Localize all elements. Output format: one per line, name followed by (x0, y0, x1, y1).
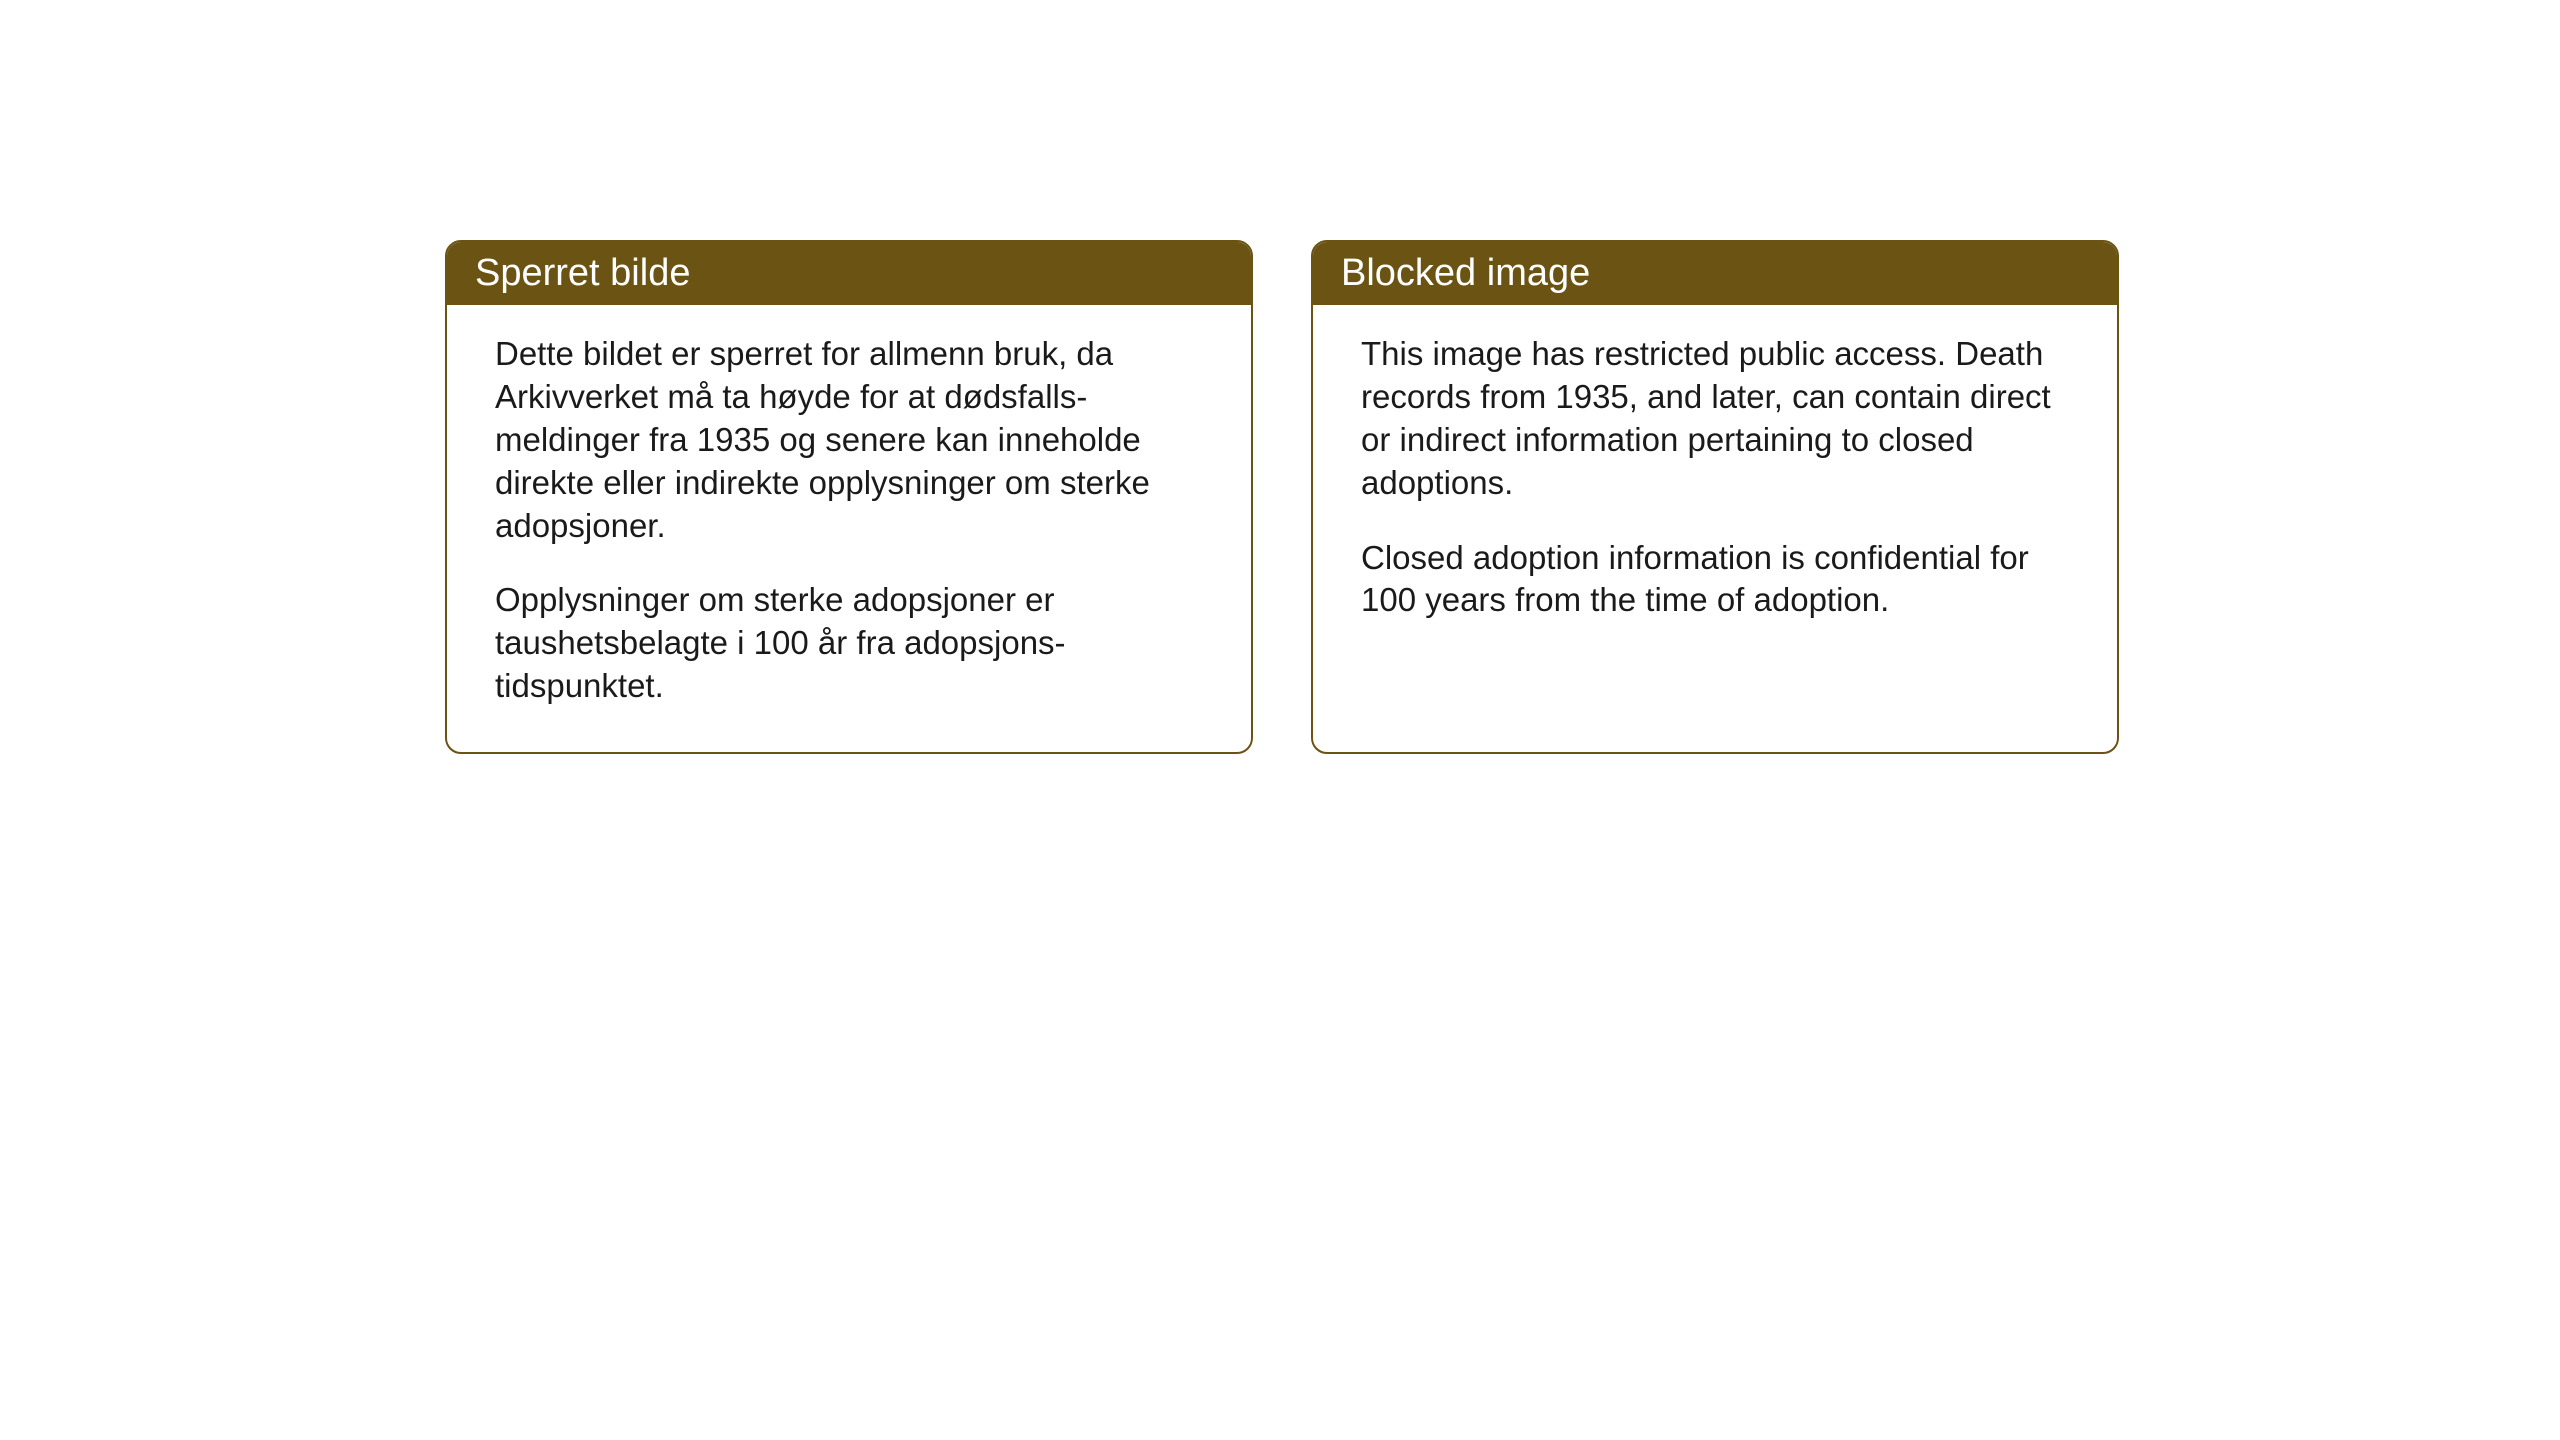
norwegian-card-header: Sperret bilde (447, 242, 1251, 305)
norwegian-paragraph-1: Dette bildet er sperret for allmenn bruk… (495, 333, 1203, 547)
english-paragraph-2: Closed adoption information is confident… (1361, 537, 2069, 623)
norwegian-card-body: Dette bildet er sperret for allmenn bruk… (447, 305, 1251, 752)
english-card-header: Blocked image (1313, 242, 2117, 305)
english-paragraph-1: This image has restricted public access.… (1361, 333, 2069, 505)
english-card-body: This image has restricted public access.… (1313, 305, 2117, 743)
norwegian-notice-card: Sperret bilde Dette bildet er sperret fo… (445, 240, 1253, 754)
english-notice-card: Blocked image This image has restricted … (1311, 240, 2119, 754)
norwegian-paragraph-2: Opplysninger om sterke adopsjoner er tau… (495, 579, 1203, 708)
english-card-title: Blocked image (1341, 252, 1590, 294)
notice-container: Sperret bilde Dette bildet er sperret fo… (445, 240, 2119, 754)
norwegian-card-title: Sperret bilde (475, 252, 690, 294)
